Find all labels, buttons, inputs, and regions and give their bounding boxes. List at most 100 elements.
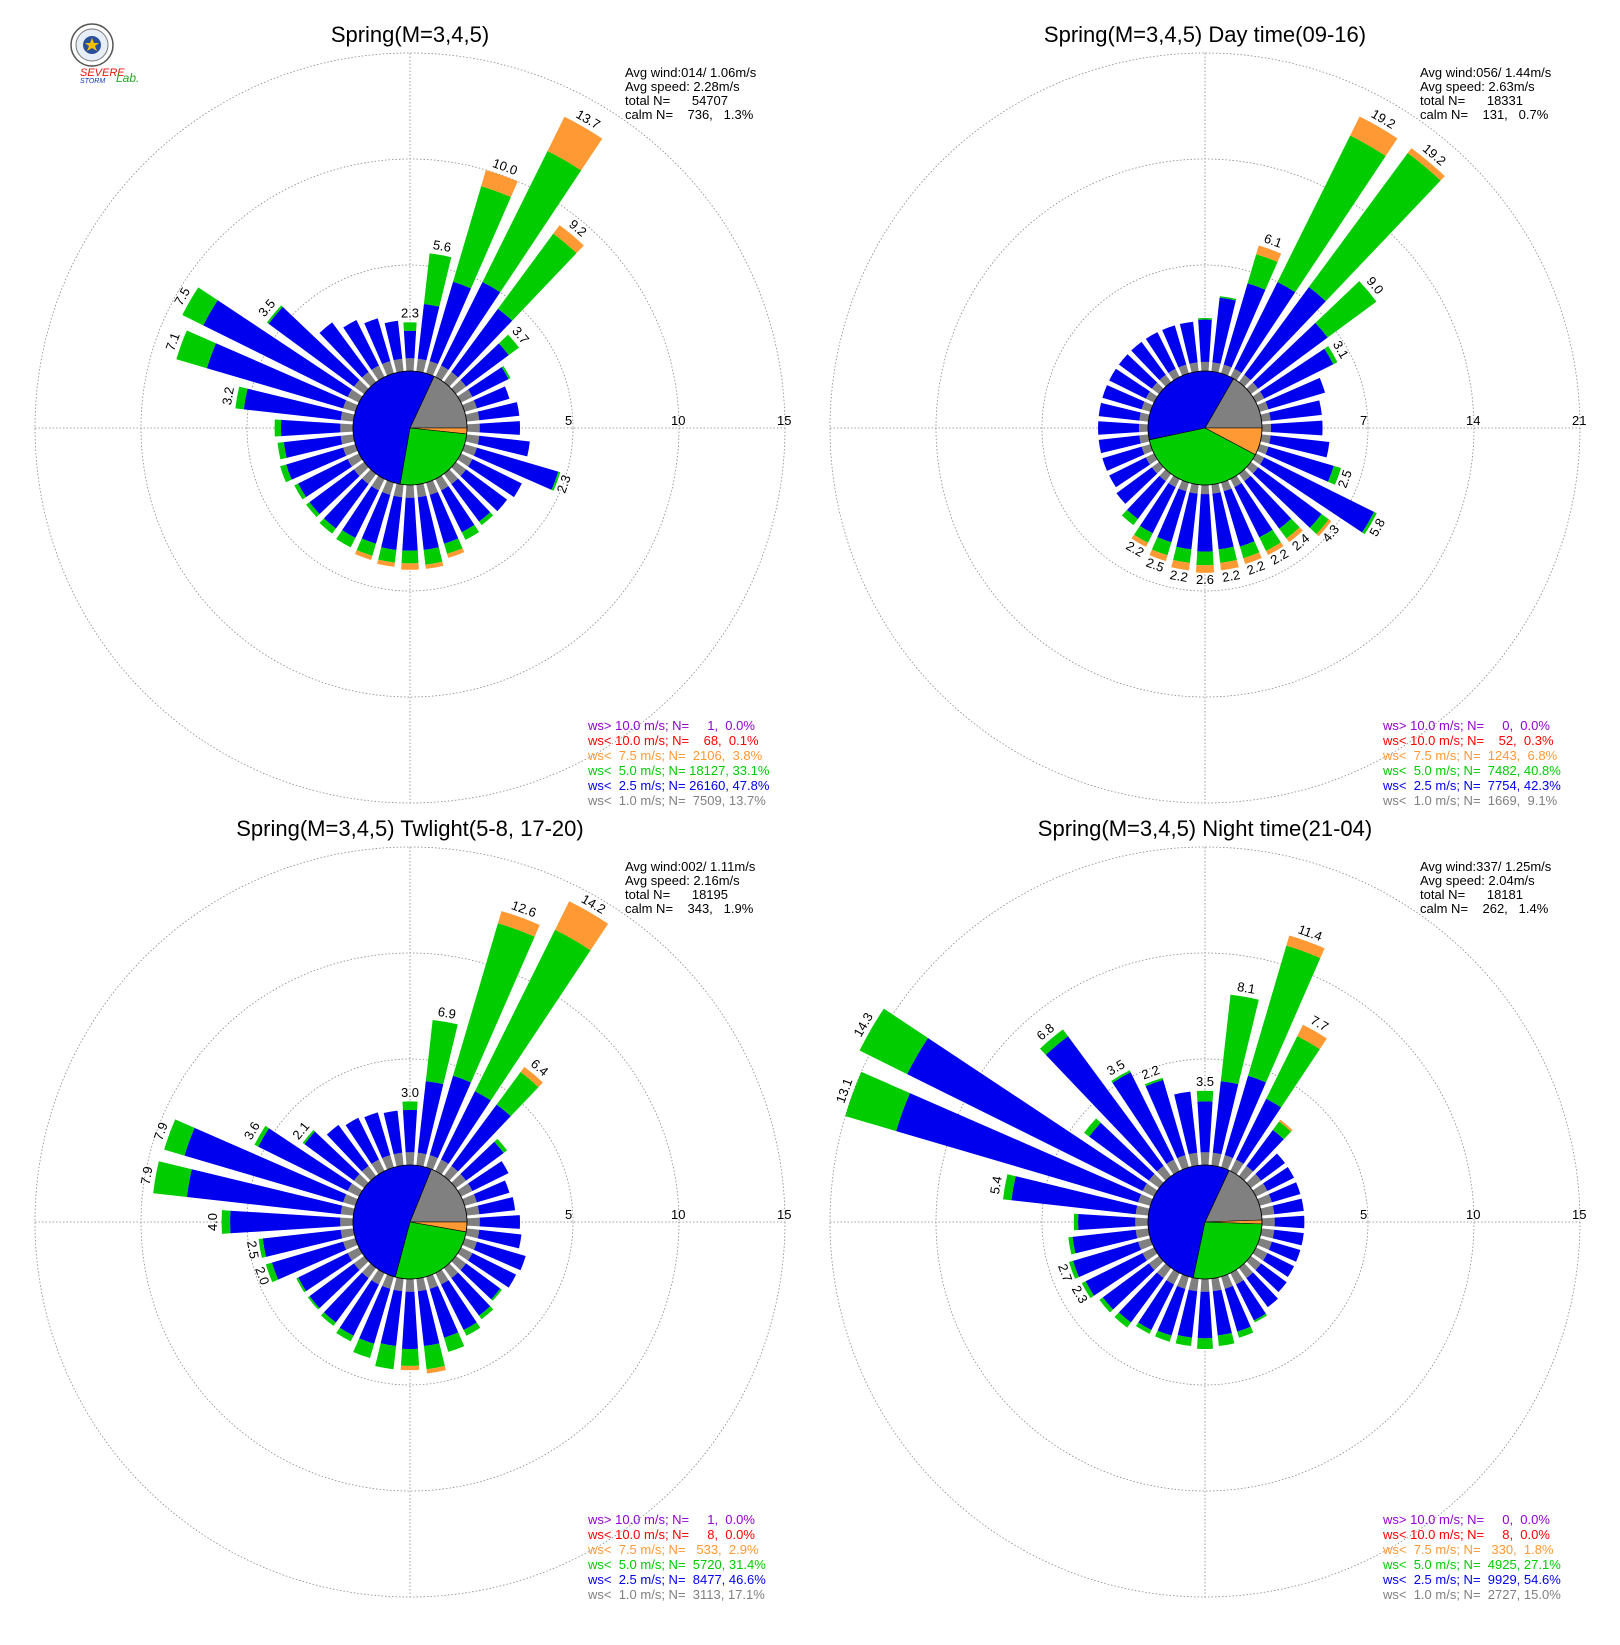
petal-segment-lt5 <box>482 150 582 293</box>
petal-segment-lt75 <box>1407 148 1445 181</box>
stats-line: total N= 54707 <box>625 93 728 108</box>
petal-segment-lt25 <box>441 486 475 533</box>
petal-segment-lt25 <box>364 318 391 365</box>
petal-segment-lt25 <box>1212 1081 1239 1155</box>
petal-segment-lt25 <box>243 388 343 421</box>
petal-segment-lt25 <box>907 1037 1147 1191</box>
petal-segment-lt5 <box>423 547 443 565</box>
petal-segment-lt5 <box>1309 513 1329 535</box>
petal-segment-calm-lt1 <box>361 371 377 387</box>
petal-segment-lt5 <box>235 386 248 410</box>
petal-segment-lt25 <box>1223 488 1255 547</box>
petal-segment-lt5 <box>266 305 283 324</box>
petal-value-label: 5.6 <box>432 237 452 255</box>
petal-segment-lt25 <box>1252 322 1328 389</box>
petal-segment-calm-lt1 <box>393 1277 404 1292</box>
petal-segment-lt75 <box>1297 1024 1327 1050</box>
petal-segment-lt25 <box>1263 1253 1295 1278</box>
centre-pie-outline <box>1147 370 1263 486</box>
petal-segment-lt75 <box>1149 549 1168 562</box>
petal-segment-lt25 <box>441 1280 477 1331</box>
petal-segment-lt25 <box>1089 1122 1155 1181</box>
petal-segment-calm-lt1 <box>1156 1165 1172 1181</box>
wind-rose-panel-3: Spring(M=3,4,5) Twlight(5-8, 17-20) Avg w… <box>34 816 791 1602</box>
petal-segment-lt25 <box>1072 1229 1138 1254</box>
petal-segment-calm-lt1 <box>465 434 480 445</box>
petal-segment-lt75 <box>1171 559 1190 571</box>
petal-segment-lt25 <box>451 1104 511 1172</box>
petal-segment-lt25 <box>402 497 418 551</box>
petal-segment-lt25 <box>206 343 347 409</box>
petal-segment-lt5 <box>479 512 494 526</box>
petal-segment-lt5 <box>444 1332 465 1352</box>
petal-segment-calm-lt1 <box>435 365 449 381</box>
petal-segment-calm-lt1 <box>1166 1269 1180 1285</box>
petal-value-label: 2.2 <box>1139 1062 1161 1082</box>
petal-segment-lt25 <box>1272 1198 1304 1215</box>
petal-segment-calm-lt1 <box>1159 374 1172 387</box>
petal-value-label: 3.0 <box>401 1085 419 1100</box>
legend-entry: ws< 2.5 m/s; N= 8477, 46.6% <box>587 1572 766 1587</box>
petal-segment-calm-lt1 <box>1230 368 1242 381</box>
petal-segment-lt25 <box>1162 325 1187 368</box>
petal-segment-lt25 <box>1212 492 1234 550</box>
petal-segment-calm-lt1 <box>1148 1173 1164 1189</box>
petal-value-label: 2.2 <box>1245 558 1267 578</box>
petal-value-label: 2.5 <box>244 1240 262 1260</box>
petal-segment-calm-lt1 <box>1252 1183 1268 1197</box>
logo-text-storm: STORM <box>80 78 105 85</box>
petal-segment-lt5 <box>1111 1070 1131 1083</box>
petal-segment-calm-lt1 <box>416 1277 427 1292</box>
petal-segment-calm-lt1 <box>426 480 438 495</box>
petal-segment-lt5 <box>280 464 292 483</box>
petal-segment-lt5 <box>1114 1312 1131 1328</box>
petal-segment-calm-lt1 <box>1238 374 1251 387</box>
petal-segment-lt25 <box>1127 475 1166 519</box>
petal-segment-lt5 <box>423 1343 445 1370</box>
petal-value-label: 6.1 <box>1262 231 1284 251</box>
petal-segment-calm-lt1 <box>1257 1194 1272 1206</box>
legend-entry: ws> 10.0 m/s; N= 1, 0.0% <box>587 1512 755 1527</box>
petal-segment-calm-lt1 <box>416 483 427 498</box>
petal-segment-lt25 <box>473 447 559 490</box>
petal-segment-lt25 <box>1246 1130 1284 1172</box>
petal-segment-lt5 <box>401 550 419 564</box>
petal-segment-lt25 <box>319 322 369 378</box>
petal-segment-lt5 <box>1272 1121 1292 1140</box>
petal-segment-lt25 <box>451 1272 491 1316</box>
petal-segment-calm-lt1 <box>462 1238 477 1250</box>
petal-segment-lt25 <box>1098 402 1141 421</box>
petal-segment-lt25 <box>1098 435 1141 454</box>
petal-segment-lt25 <box>1223 283 1266 368</box>
petal-value-label: 6.9 <box>437 1004 457 1022</box>
legend-entry: ws< 7.5 m/s; N= 1243, 6.8% <box>1382 748 1558 763</box>
petal-segment-lt25 <box>468 1161 509 1191</box>
petal-segment-lt25 <box>1272 1229 1304 1246</box>
petal-segment-lt5 <box>164 1119 195 1156</box>
petal-segment-calm-lt1 <box>1135 1228 1150 1239</box>
legend-entry: ws< 2.5 m/s; N= 26160, 47.8% <box>587 778 770 793</box>
petal-segment-lt5 <box>497 233 577 321</box>
petal-segment-lt5 <box>254 1125 269 1147</box>
petal-segment-lt5 <box>1220 994 1259 1085</box>
petal-segment-lt5 <box>1068 1236 1076 1255</box>
logo-text-severe: SEVERE <box>80 67 125 79</box>
stats-line: calm N= 343, 1.9% <box>625 901 754 916</box>
petal-value-label: 2.7 <box>1055 1262 1075 1284</box>
petal-segment-lt5 <box>859 1008 928 1075</box>
stats-line: Avg wind:056/ 1.44m/s <box>1420 65 1552 80</box>
petal-segment-calm-lt1 <box>1230 1159 1244 1175</box>
petal-segment-lt25 <box>1255 1263 1287 1293</box>
petal-segment-lt5 <box>1002 1174 1016 1201</box>
legend-entry: ws< 10.0 m/s; N= 8, 0.0% <box>587 1527 755 1542</box>
petal-segment-lt25 <box>359 1285 391 1344</box>
legend-entry: ws< 7.5 m/s; N= 2106, 3.8% <box>587 748 763 763</box>
petal-segment-calm-lt1 <box>382 1155 394 1170</box>
petal-segment-calm-lt1 <box>353 379 369 395</box>
chart-title: Spring(M=3,4,5) Twlight(5-8, 17-20) <box>236 816 583 841</box>
petal-segment-calm-lt1 <box>462 400 477 412</box>
petal-segment-lt75 <box>520 1066 543 1088</box>
stats-line: Avg wind:002/ 1.11m/s <box>625 859 756 874</box>
petal-segment-lt25 <box>451 478 491 522</box>
petal-segment-lt5 <box>1324 346 1338 365</box>
